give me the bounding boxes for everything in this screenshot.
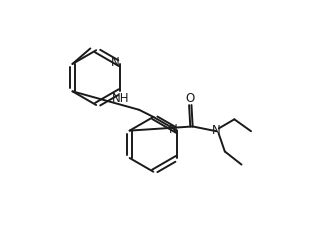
Text: N: N bbox=[212, 124, 221, 137]
Text: N: N bbox=[111, 56, 120, 69]
Text: N: N bbox=[169, 123, 177, 136]
Text: NH: NH bbox=[112, 92, 129, 105]
Text: O: O bbox=[186, 92, 195, 105]
